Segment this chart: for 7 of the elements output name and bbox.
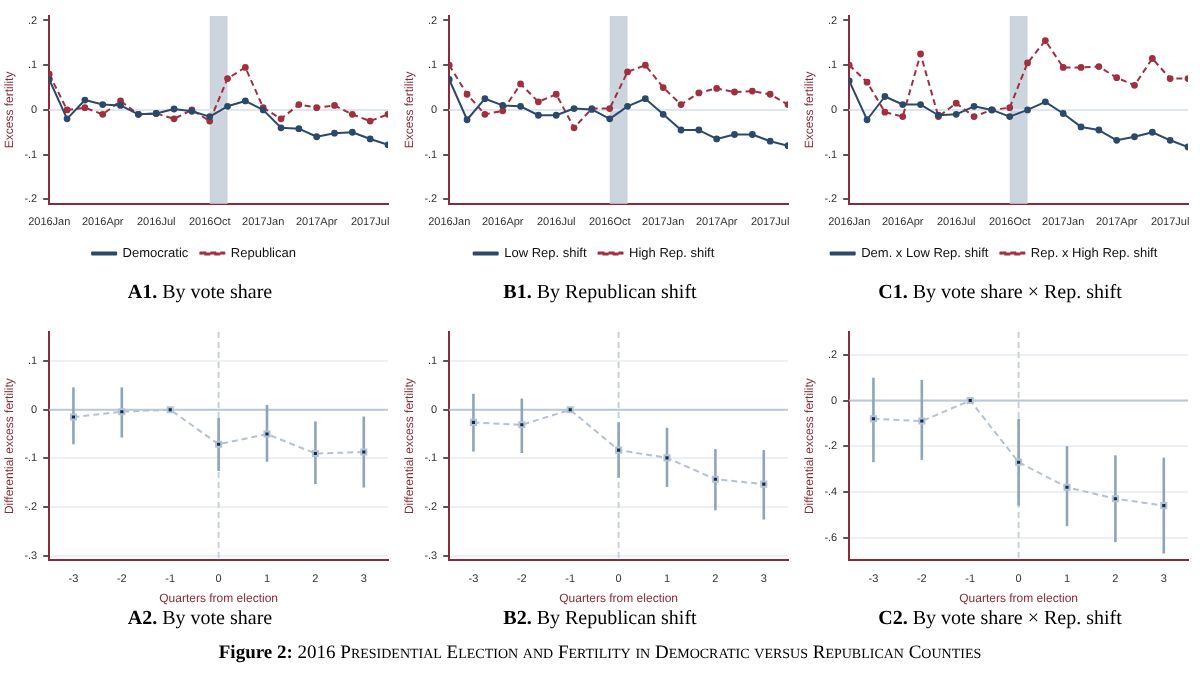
- text: B2. By Republican shift: [501, 608, 699, 630]
- text: C2. By vote share × Rep. shift: [876, 608, 1124, 630]
- text: A1. By vote share: [125, 282, 275, 304]
- text: A2. By vote share: [125, 608, 275, 630]
- text: B1. By Republican shift: [501, 282, 699, 304]
- caption: Figure 2: 2016 Presidential Election and Fertility in Democratic versus Republican Counties: [216, 644, 984, 664]
- text: C1. By vote share × Rep. shift: [876, 282, 1124, 304]
